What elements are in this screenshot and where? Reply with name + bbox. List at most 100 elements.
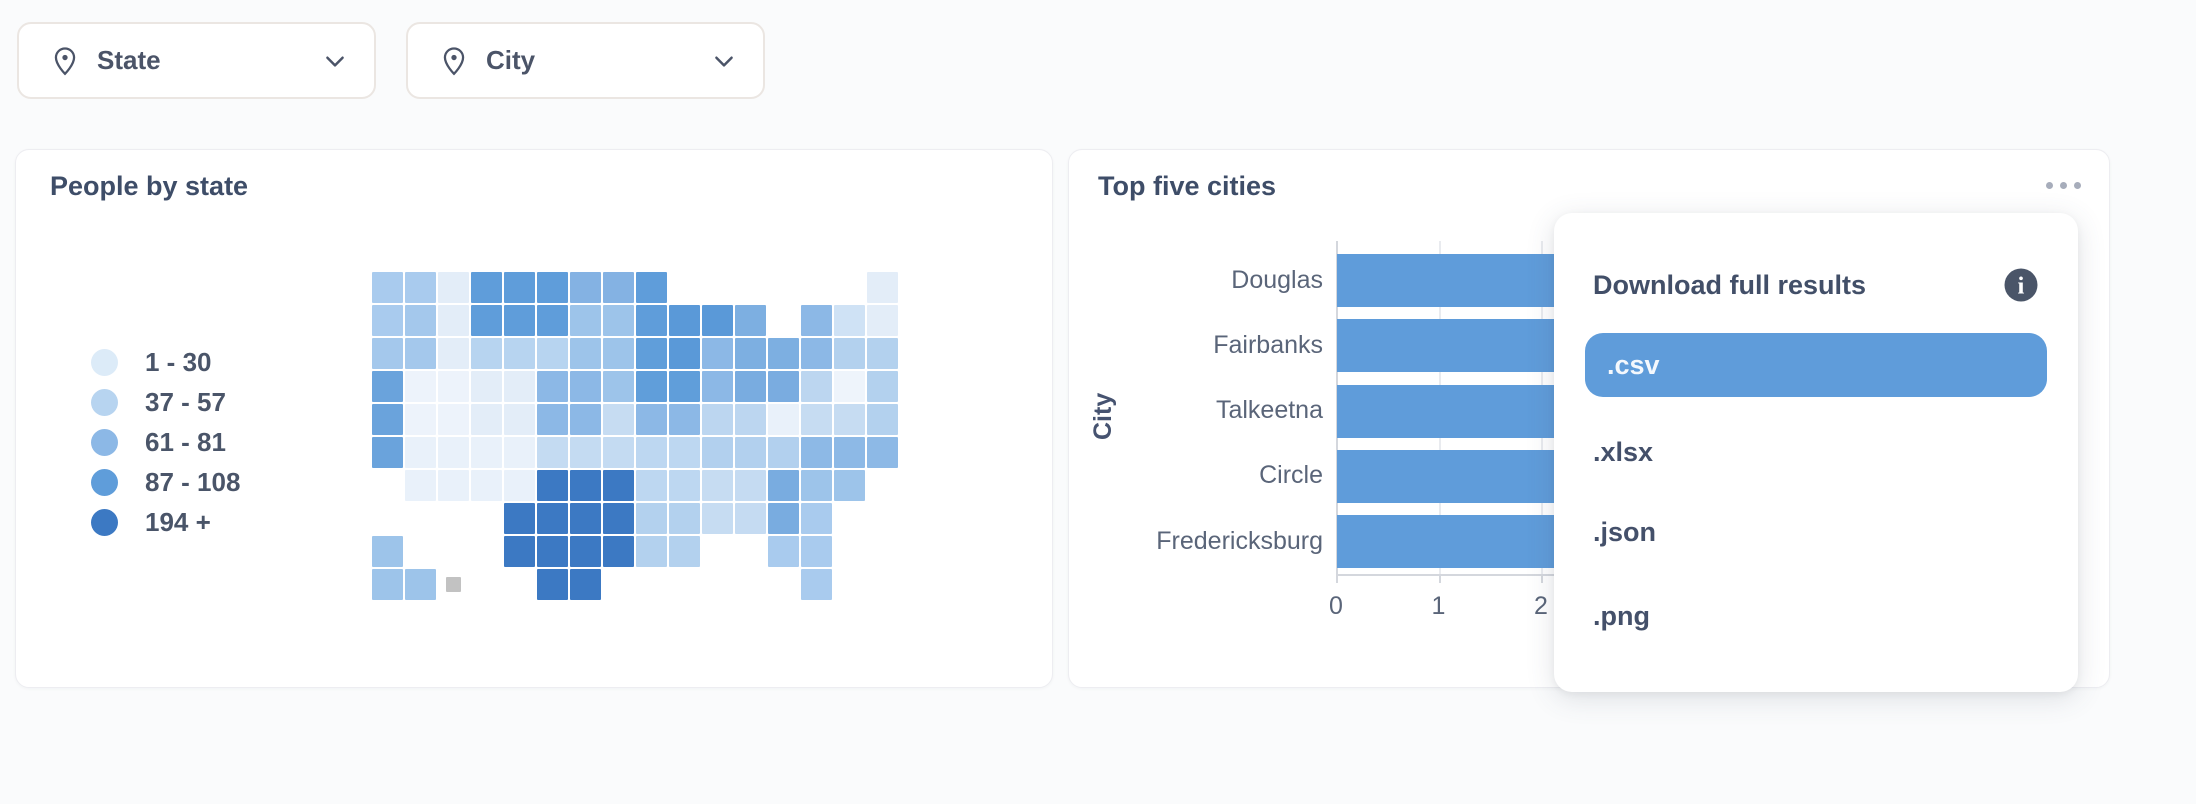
state-NV[interactable] [403,369,438,404]
state-TX[interactable] [535,501,570,536]
state-CO[interactable] [568,402,603,437]
state-WY[interactable] [502,336,537,371]
state-IL[interactable] [700,369,735,404]
state-AK[interactable] [371,534,405,569]
state-NV[interactable] [436,402,471,437]
state-GA[interactable] [766,468,801,503]
state-NY[interactable] [799,336,834,371]
state-IL[interactable] [700,336,735,371]
menu-item-xlsx[interactable]: .xlsx [1593,437,1654,467]
state-SC[interactable] [799,468,834,503]
info-circle-icon[interactable]: i [2003,267,2039,303]
state-filter-dropdown[interactable]: State [17,22,376,99]
state-NC[interactable] [865,435,899,470]
state-NC[interactable] [832,435,867,470]
state-MT[interactable] [535,271,570,305]
state-FL[interactable] [766,534,801,569]
state-TX[interactable] [568,534,603,569]
state-SD[interactable] [601,303,636,338]
state-AL[interactable] [733,468,768,503]
state-VA[interactable] [832,402,867,437]
state-AZ[interactable] [436,435,471,470]
state-ID[interactable] [436,336,471,371]
state-LA[interactable] [634,534,669,569]
state-KY[interactable] [733,402,768,437]
city-filter-dropdown[interactable]: City [406,22,765,99]
state-TX[interactable] [535,534,570,569]
state-ID[interactable] [436,271,471,305]
state-MO[interactable] [634,402,669,437]
state-VT[interactable] [832,303,867,338]
state-NY[interactable] [799,303,834,338]
state-TX[interactable] [535,567,570,601]
menu-item-png[interactable]: .png [1593,601,1650,631]
state-OR[interactable] [403,336,438,371]
state-KS[interactable] [601,402,636,437]
state-OK[interactable] [568,435,603,470]
state-MA[interactable] [865,336,899,371]
state-MI[interactable] [733,303,768,338]
state-FL[interactable] [799,567,834,601]
state-TX[interactable] [601,501,636,536]
state-UT[interactable] [469,369,504,404]
state-NM[interactable] [469,468,504,503]
state-AR[interactable] [634,468,669,503]
state-WI[interactable] [667,336,702,371]
state-WI[interactable] [700,303,735,338]
state-AZ[interactable] [403,468,438,503]
state-WI[interactable] [667,303,702,338]
ellipsis-icon[interactable] [2044,174,2090,196]
state-OK[interactable] [601,435,636,470]
state-ID[interactable] [436,303,471,338]
state-NE[interactable] [601,369,636,404]
state-MT[interactable] [502,271,537,305]
state-IA[interactable] [634,369,669,404]
state-ME[interactable] [865,303,899,338]
state-TX[interactable] [568,468,603,503]
state-TX[interactable] [535,468,570,503]
us-choropleth-map[interactable] [371,271,899,601]
menu-item-csv-selected[interactable]: .csv [1585,333,2047,397]
state-AR[interactable] [667,468,702,503]
state-WV[interactable] [766,402,801,437]
state-CA[interactable] [371,435,405,470]
state-MT[interactable] [469,271,504,305]
state-TX[interactable] [502,501,537,536]
state-OR[interactable] [403,303,438,338]
state-MA[interactable] [832,336,867,371]
state-CT[interactable] [865,369,899,404]
state-TX[interactable] [568,501,603,536]
state-KY[interactable] [700,402,735,437]
state-CO[interactable] [568,369,603,404]
state-MI[interactable] [766,336,801,371]
state-SD[interactable] [568,303,603,338]
state-UT[interactable] [502,369,537,404]
state-AK[interactable] [371,567,405,601]
state-MT[interactable] [469,303,504,338]
state-FL[interactable] [799,501,834,536]
state-TN[interactable] [766,435,801,470]
state-GA[interactable] [766,501,801,536]
state-TX[interactable] [601,534,636,569]
state-TX[interactable] [502,534,537,569]
state-IA[interactable] [667,369,702,404]
state-MT[interactable] [535,303,570,338]
state-NM[interactable] [502,435,537,470]
state-WY[interactable] [535,336,570,371]
state-NM[interactable] [502,468,537,503]
state-SD[interactable] [568,336,603,371]
state-AR[interactable] [667,435,702,470]
state-CA[interactable] [371,369,405,404]
state-NV[interactable] [403,402,438,437]
state-MN[interactable] [634,303,669,338]
state-WY[interactable] [469,336,504,371]
state-CO[interactable] [535,402,570,437]
state-ND[interactable] [568,271,603,305]
state-NC[interactable] [799,435,834,470]
state-TX[interactable] [568,567,603,601]
state-FL[interactable] [799,534,834,569]
state-UT[interactable] [469,402,504,437]
state-PA[interactable] [799,369,834,404]
state-SC[interactable] [832,468,867,503]
state-NJ[interactable] [832,369,867,404]
